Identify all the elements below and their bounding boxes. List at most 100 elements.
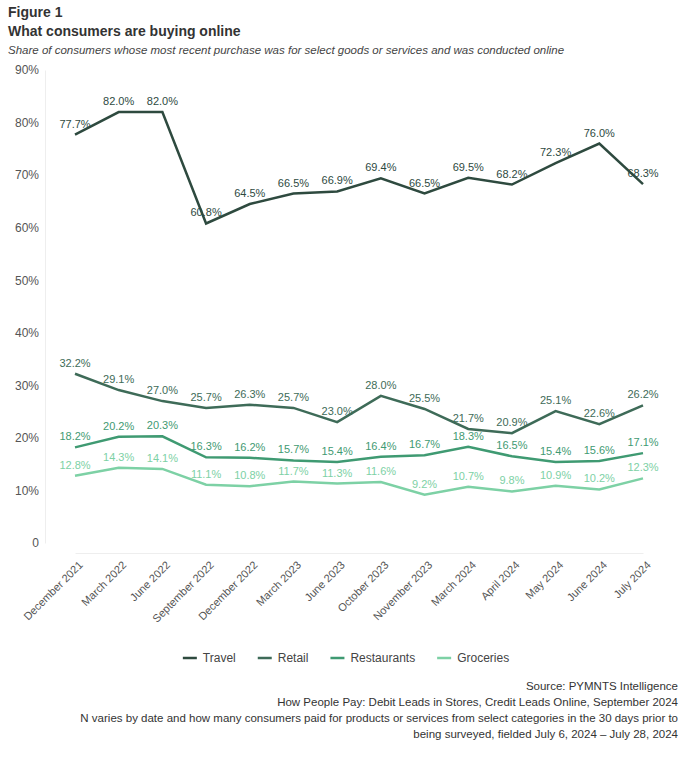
legend-swatch <box>258 657 272 660</box>
y-tick-label: 40% <box>15 326 39 340</box>
x-tick: July 2024 <box>611 553 653 600</box>
data-label: 20.9% <box>496 416 527 428</box>
data-label: 25.7% <box>278 391 309 403</box>
data-label: 18.3% <box>453 430 484 442</box>
data-label: 26.2% <box>627 388 658 400</box>
data-label: 15.7% <box>278 443 309 455</box>
data-label: 15.4% <box>540 445 571 457</box>
x-tick: April 2024 <box>478 553 522 602</box>
data-label: 21.7% <box>453 412 484 424</box>
data-label: 16.7% <box>409 438 440 450</box>
x-tick: December 2022 <box>196 553 260 622</box>
legend-item: Groceries <box>437 651 509 665</box>
y-tick-label: 20% <box>15 431 39 445</box>
data-label: 17.1% <box>627 436 658 448</box>
legend-swatch <box>437 657 451 660</box>
data-label: 82.0% <box>147 95 178 107</box>
data-label: 10.8% <box>234 469 265 481</box>
x-tick: June 2023 <box>302 553 347 603</box>
lines <box>75 112 643 495</box>
source-note: Source: PYMNTS Intelligence <box>526 680 678 692</box>
data-label: 23.0% <box>322 405 353 417</box>
x-tick-label: April 2024 <box>478 559 522 603</box>
axis-line <box>45 71 46 544</box>
y-tick-label: 10% <box>15 484 39 498</box>
figure-label: Figure 1 <box>8 4 63 20</box>
data-label: 20.2% <box>103 420 134 432</box>
data-label: 66.5% <box>278 177 309 189</box>
x-tick: November 2023 <box>371 553 435 622</box>
data-label: 9.8% <box>499 474 524 486</box>
series-line <box>75 468 643 495</box>
data-label: 16.3% <box>190 440 221 452</box>
data-label: 25.5% <box>409 392 440 404</box>
source-note: How People Pay: Debit Leads in Stores, C… <box>277 696 678 708</box>
legend-item: Restaurants <box>330 651 415 665</box>
data-label: 82.0% <box>103 95 134 107</box>
y-tick: 30% <box>15 379 45 393</box>
axis-line <box>76 553 644 554</box>
y-tick-label: 90% <box>15 63 39 77</box>
source-notes: Source: PYMNTS Intelligence How People Pa… <box>80 680 678 740</box>
y-tick: 70% <box>15 168 45 182</box>
data-label: 28.0% <box>365 379 396 391</box>
data-label: 10.7% <box>453 470 484 482</box>
data-label: 69.4% <box>365 161 396 173</box>
y-tick-label: 80% <box>15 116 39 130</box>
x-tick: March 2023 <box>254 553 304 608</box>
data-label: 14.1% <box>147 452 178 464</box>
series-line <box>75 374 643 433</box>
chart: Figure 1 What consumers are buying online… <box>0 0 692 762</box>
data-label: 11.6% <box>366 465 397 477</box>
data-label: 11.1% <box>191 468 222 480</box>
x-tick: March 2022 <box>79 553 129 608</box>
data-label: 25.1% <box>540 394 571 406</box>
data-label: 76.0% <box>584 127 615 139</box>
x-tick-label: March 2024 <box>429 559 479 609</box>
data-label: 66.9% <box>322 174 353 186</box>
legend-item: Retail <box>258 651 309 665</box>
x-tick-label: June 2022 <box>127 559 172 604</box>
legend-swatch <box>183 657 197 660</box>
y-tick: 40% <box>15 326 45 340</box>
x-tick-label: December 2022 <box>196 559 260 623</box>
data-label: 11.3% <box>322 467 353 479</box>
data-label: 25.7% <box>190 391 221 403</box>
legend-label: Travel <box>203 651 236 665</box>
data-label: 77.7% <box>59 118 90 130</box>
x-tick-label: June 2023 <box>302 559 347 604</box>
x-tick-label: June 2024 <box>564 559 609 604</box>
y-tick-label: 50% <box>15 274 39 288</box>
data-label: 26.3% <box>234 388 265 400</box>
x-tick: December 2021 <box>21 553 85 622</box>
series-line <box>75 112 643 223</box>
legend-label: Restaurants <box>350 651 415 665</box>
chart-title: What consumers are buying online <box>8 23 241 39</box>
data-label: 29.1% <box>103 373 134 385</box>
data-label: 32.2% <box>59 357 90 369</box>
data-label: 72.3% <box>540 146 571 158</box>
data-label: 10.2% <box>584 472 615 484</box>
data-label: 16.4% <box>365 440 396 452</box>
data-label: 18.2% <box>59 430 90 442</box>
legend-swatch <box>330 657 344 660</box>
y-tick: 10% <box>15 484 45 498</box>
x-tick: March 2024 <box>429 553 479 608</box>
x-tick-label: May 2024 <box>523 559 566 602</box>
data-label: 66.5% <box>409 177 440 189</box>
data-label: 20.3% <box>147 419 178 431</box>
x-tick: June 2024 <box>564 553 609 603</box>
data-label: 69.5% <box>453 161 484 173</box>
x-tick: June 2022 <box>127 553 172 603</box>
data-labels: 77.7%82.0%82.0%60.8%64.5%66.5%66.9%69.4%… <box>59 95 658 490</box>
legend-label: Retail <box>278 651 309 665</box>
x-tick-label: December 2021 <box>21 559 85 623</box>
y-tick: 80% <box>15 116 45 130</box>
data-label: 27.0% <box>147 384 178 396</box>
legend-label: Groceries <box>457 651 509 665</box>
source-note: N varies by date and how many consumers … <box>80 712 678 724</box>
y-axis: 010%20%30%40%50%60%70%80%90% <box>15 63 46 550</box>
x-tick: May 2024 <box>523 553 566 601</box>
y-tick: 60% <box>15 221 45 235</box>
y-tick-label: 70% <box>15 168 39 182</box>
